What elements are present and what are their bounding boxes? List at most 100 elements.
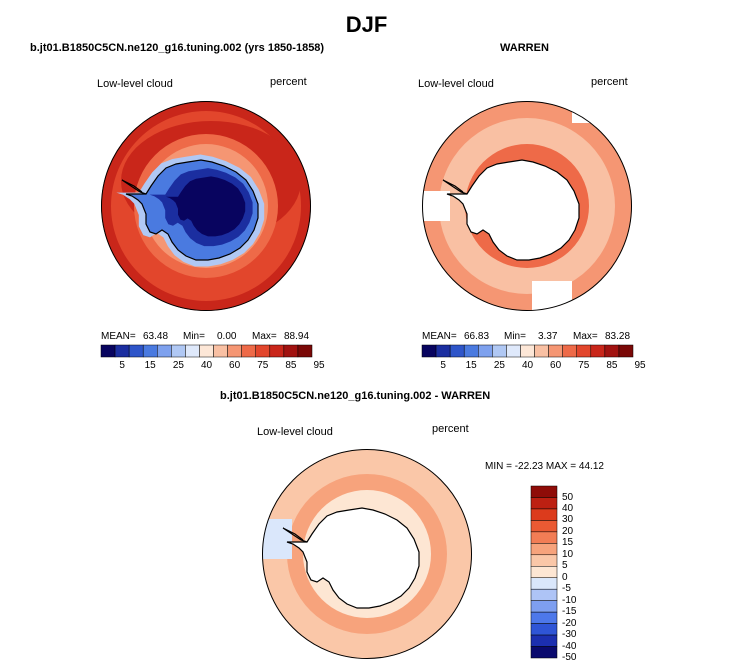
colorbar-swatch <box>241 344 256 358</box>
antarctic-plateau-core <box>166 176 246 237</box>
colorbar-swatch <box>100 344 116 358</box>
colorbar-swatch <box>530 646 558 659</box>
colorbar-swatch <box>530 634 558 647</box>
panel3-units-label: percent <box>432 423 469 435</box>
panel2-variable-label: Low-level cloud <box>418 78 494 90</box>
antarctica-coastline <box>286 507 420 609</box>
colorbar-tick-label: 25 <box>172 360 184 371</box>
panel1-min-value: 0.00 <box>217 331 237 342</box>
colorbar-swatch <box>530 485 558 498</box>
panel2-colorbar <box>421 344 634 358</box>
map-border <box>262 449 472 659</box>
colorbar-swatch <box>548 344 563 358</box>
colorbar-swatch <box>171 344 186 358</box>
colorbar-tick-label: 40 <box>521 360 534 371</box>
colorbar-tick-label: 20 <box>562 525 574 537</box>
colorbar-tick-label: 50 <box>562 491 574 503</box>
peninsula-coastline <box>282 527 308 543</box>
colorbar-tick-label: 15 <box>144 360 156 371</box>
colorbar-swatch <box>530 577 558 590</box>
colorbar-swatch <box>492 344 507 358</box>
panel3-minmax-text: MIN = -22.23 MAX = 44.12 <box>485 461 604 472</box>
colorbar-swatch <box>142 344 158 358</box>
antarctic-missing <box>447 160 579 260</box>
colorbar-swatch <box>283 344 299 358</box>
map-border <box>422 101 632 311</box>
colorbar-tick-label: 40 <box>200 360 213 371</box>
panel1-units-label: percent <box>270 76 307 88</box>
panel2-min-label: Min= <box>504 331 526 342</box>
colorbar-tick-label: 75 <box>578 360 590 371</box>
missing-north <box>572 101 590 123</box>
antarctica-coastline <box>125 159 259 261</box>
colorbar-swatch <box>530 531 558 544</box>
panel1-map <box>101 101 311 311</box>
panel1-mean-label: MEAN= <box>101 331 136 342</box>
colorbar-swatch <box>530 543 558 556</box>
colorbar-tick-label: 85 <box>606 360 618 371</box>
colorbar-swatch <box>227 344 242 358</box>
missing-west <box>422 191 450 221</box>
colorbar-swatch <box>478 344 493 358</box>
colorbar-swatch <box>576 344 592 358</box>
colorbar-tick-label: 30 <box>562 514 574 526</box>
colorbar-tick-label: 5 <box>119 360 125 371</box>
colorbar-tick-label: 95 <box>313 360 325 371</box>
colorbar-swatch <box>421 344 437 358</box>
colorbar-swatch <box>530 520 558 533</box>
panel1-max-label: Max= <box>252 331 277 342</box>
colorbar-swatch <box>297 344 313 358</box>
colorbar-swatch <box>562 344 577 358</box>
colorbar-swatch <box>255 344 271 358</box>
panel3-title: b.jt01.B1850C5CN.ne120_g16.tuning.002 - … <box>220 390 491 402</box>
colorbar-tick-label: -20 <box>562 617 577 629</box>
panel2-min-value: 3.37 <box>538 331 558 342</box>
colorbar-tick-label: 0 <box>562 571 568 583</box>
colorbar-swatch <box>604 344 620 358</box>
panel1-title: b.jt01.B1850C5CN.ne120_g16.tuning.002 (y… <box>30 42 325 54</box>
colorbar-tick-label: -50 <box>562 652 577 663</box>
panel1-mean-value: 63.48 <box>143 331 169 342</box>
colorbar-swatch <box>185 344 200 358</box>
colorbar-swatch <box>157 344 172 358</box>
diff-negative-west <box>262 519 292 559</box>
colorbar-tick-label: 5 <box>440 360 446 371</box>
colorbar-swatch <box>534 344 549 358</box>
colorbar-tick-label: 60 <box>229 360 241 371</box>
colorbar-tick-label: 40 <box>562 502 574 514</box>
antarctica-coastline <box>446 159 580 261</box>
colorbar-tick-label: 75 <box>257 360 269 371</box>
colorbar-tick-label: 15 <box>465 360 477 371</box>
colorbar-swatch <box>618 344 634 358</box>
missing-south <box>532 281 572 311</box>
peninsula-coastline <box>442 179 468 195</box>
colorbar-tick-label: 15 <box>562 537 574 549</box>
panel3-map <box>262 449 472 659</box>
map-field <box>262 449 472 659</box>
panel3-colorbar <box>530 485 558 659</box>
colorbar-tick-label: 10 <box>562 548 574 560</box>
panel2-mean-value: 66.83 <box>464 331 490 342</box>
colorbar-tick-label: 5 <box>562 560 568 572</box>
map-field <box>422 101 632 311</box>
panel2-units-label: percent <box>591 76 628 88</box>
colorbar-swatch <box>128 344 144 358</box>
colorbar-swatch <box>530 588 558 601</box>
colorbar-tick-label: 85 <box>285 360 297 371</box>
colorbar-swatch <box>269 344 285 358</box>
colorbar-swatch <box>530 497 558 510</box>
figure-title: DJF <box>345 12 388 37</box>
antarctic-missing <box>287 508 419 608</box>
colorbar-tick-label: -15 <box>562 606 577 618</box>
colorbar-tick-label: -40 <box>562 640 577 652</box>
panel2-mean-label: MEAN= <box>422 331 457 342</box>
panel2-title: WARREN <box>500 42 549 54</box>
colorbar-swatch <box>530 623 558 636</box>
panel1-min-label: Min= <box>183 331 205 342</box>
map-border <box>101 101 311 311</box>
panel1-colorbar <box>100 344 313 358</box>
colorbar-swatch <box>449 344 465 358</box>
colorbar-swatch <box>590 344 606 358</box>
panel1-max-value: 88.94 <box>284 331 310 342</box>
colorbar-swatch <box>530 508 558 521</box>
